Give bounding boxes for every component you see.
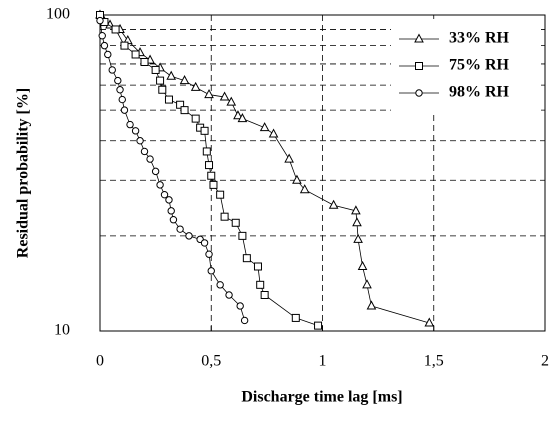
marker xyxy=(299,184,310,194)
marker xyxy=(140,58,149,67)
marker xyxy=(131,50,140,59)
series xyxy=(96,11,323,330)
marker xyxy=(292,174,302,184)
marker xyxy=(156,76,165,85)
legend-marker xyxy=(415,62,423,70)
series-line xyxy=(99,20,246,321)
marker xyxy=(202,147,211,156)
marker xyxy=(353,233,363,243)
marker xyxy=(96,16,104,25)
marker xyxy=(284,153,294,163)
y-tick-label: 10 xyxy=(54,322,70,339)
x-tick-label: 0 xyxy=(96,353,104,370)
marker xyxy=(164,95,173,104)
marker xyxy=(226,96,237,106)
marker xyxy=(253,262,262,271)
x-tick-label: 1,5 xyxy=(424,353,444,370)
series xyxy=(95,9,435,327)
marker xyxy=(219,91,230,101)
marker xyxy=(268,128,279,138)
marker xyxy=(216,190,225,199)
marker xyxy=(357,260,368,270)
marker xyxy=(136,137,144,145)
marker xyxy=(256,280,265,289)
marker xyxy=(205,250,213,258)
marker xyxy=(120,41,129,50)
marker xyxy=(190,81,201,91)
marker xyxy=(225,291,233,299)
marker xyxy=(151,167,160,176)
series-line xyxy=(99,14,319,326)
marker xyxy=(151,65,160,74)
marker xyxy=(116,86,124,94)
marker xyxy=(209,180,218,189)
marker xyxy=(111,25,120,34)
marker xyxy=(100,41,109,50)
marker xyxy=(98,31,106,40)
x-tick-label: 2 xyxy=(541,353,549,370)
marker xyxy=(242,254,251,263)
marker xyxy=(366,300,377,310)
marker xyxy=(140,147,149,156)
marker xyxy=(200,239,209,247)
marker xyxy=(118,95,126,104)
marker xyxy=(314,321,323,330)
marker xyxy=(236,302,244,310)
marker xyxy=(424,317,435,327)
legend-label: 75% RH xyxy=(449,57,510,74)
marker xyxy=(328,199,339,209)
marker xyxy=(238,231,247,240)
marker xyxy=(160,190,169,199)
legend-label: 33% RH xyxy=(449,30,510,47)
y-tick-label: 100 xyxy=(46,6,70,23)
marker xyxy=(166,70,177,80)
marker xyxy=(291,313,300,322)
marker xyxy=(169,216,178,224)
marker xyxy=(351,205,361,215)
marker xyxy=(259,122,270,132)
marker xyxy=(204,89,214,99)
y-axis-label: Residual probability [%] xyxy=(15,88,32,258)
legend-marker xyxy=(414,33,424,43)
marker xyxy=(231,218,240,227)
legend-marker xyxy=(415,89,423,97)
marker xyxy=(352,217,362,227)
x-tick-label: 0,5 xyxy=(201,353,221,370)
marker xyxy=(146,155,154,163)
series xyxy=(96,16,249,325)
marker xyxy=(176,100,185,109)
marker xyxy=(126,120,134,129)
marker xyxy=(200,126,209,135)
marker xyxy=(220,212,229,221)
marker xyxy=(362,279,372,289)
marker xyxy=(114,76,122,85)
marker xyxy=(104,50,112,59)
marker xyxy=(240,316,249,325)
x-axis-label: Discharge time lag [ms] xyxy=(241,389,402,406)
legend-label: 98% RH xyxy=(449,84,510,101)
legend: 33% RH 75% RH 98% RH xyxy=(391,19,541,114)
marker xyxy=(158,85,167,94)
marker xyxy=(180,106,189,115)
x-tick-label: 1 xyxy=(319,353,327,370)
marker xyxy=(165,196,173,204)
marker xyxy=(207,171,216,180)
marker xyxy=(237,113,248,123)
marker xyxy=(205,161,214,170)
marker xyxy=(233,110,243,120)
marker xyxy=(191,114,200,123)
marker xyxy=(216,281,224,289)
marker xyxy=(167,207,175,215)
marker xyxy=(207,267,215,275)
marker xyxy=(176,225,184,233)
marker xyxy=(131,127,140,135)
marker xyxy=(185,232,193,240)
marker xyxy=(260,290,269,299)
marker xyxy=(179,75,190,85)
marker xyxy=(156,181,164,189)
marker xyxy=(120,106,129,114)
marker xyxy=(108,66,116,74)
